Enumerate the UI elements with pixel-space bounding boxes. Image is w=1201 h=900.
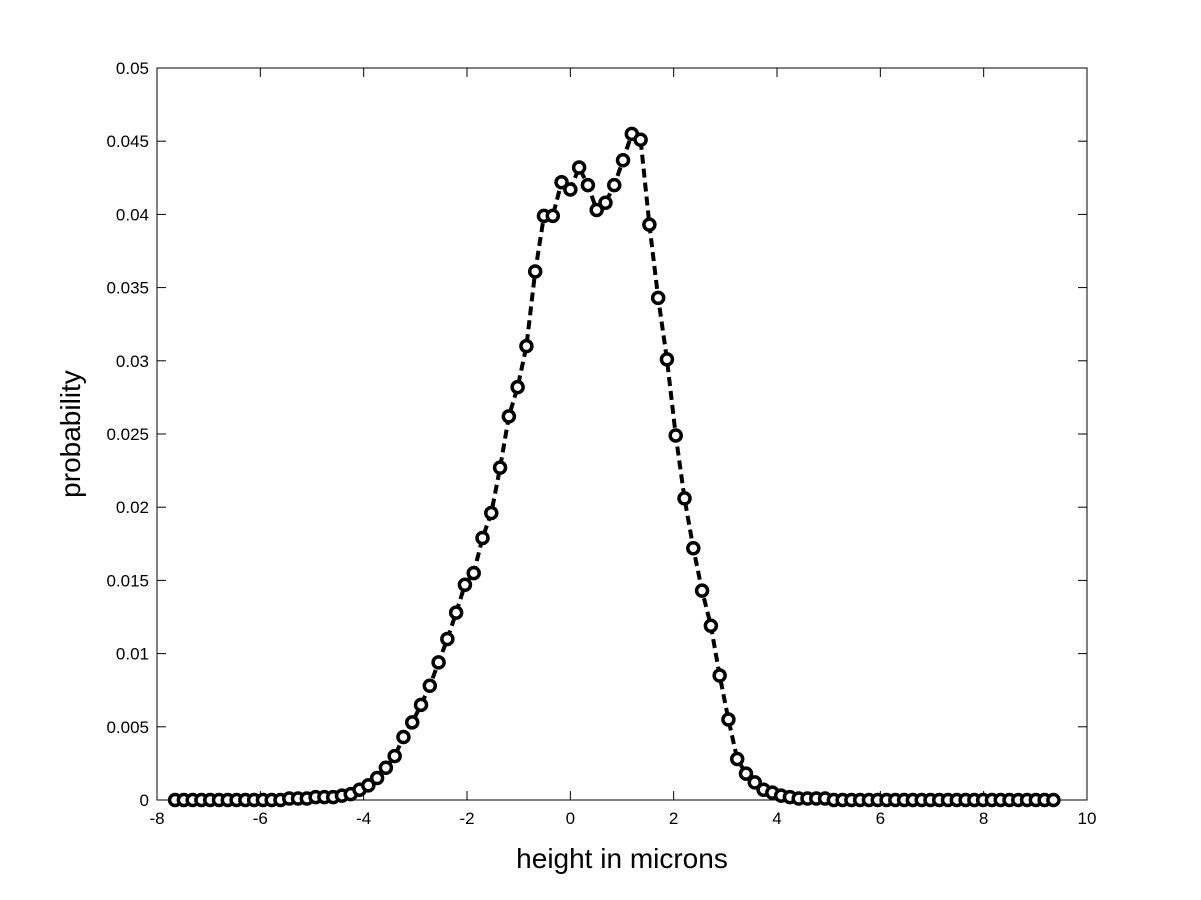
data-point <box>747 775 763 790</box>
x-tick-label: 8 <box>979 809 988 828</box>
data-point <box>677 491 692 506</box>
y-tick-label: 0 <box>140 791 149 810</box>
y-tick-label: 0.005 <box>106 718 149 737</box>
data-point <box>554 174 569 190</box>
data-point <box>659 352 675 367</box>
y-tick-label: 0.01 <box>116 645 149 664</box>
data-point <box>484 505 499 521</box>
data-point <box>686 540 701 556</box>
y-tick-label: 0.035 <box>106 279 149 298</box>
y-tick-label: 0.02 <box>116 498 149 517</box>
data-point <box>501 409 517 424</box>
data-point <box>519 338 534 354</box>
tick-labels: -8 -6 -4 -2 0 2 4 6 8 10 0 0.005 0.01 0.015 0.02 0.025 0… <box>106 59 1096 828</box>
data-point <box>396 729 411 745</box>
data-point <box>694 583 710 598</box>
plot-area <box>156 67 1088 801</box>
data-point <box>738 766 754 781</box>
data-point <box>475 530 490 546</box>
data-point <box>361 778 376 793</box>
data-point <box>1046 792 1061 808</box>
y-tick-label: 0.045 <box>106 132 149 151</box>
data-point <box>668 428 683 443</box>
data-point <box>431 655 446 670</box>
data-point <box>571 160 587 175</box>
x-tick-label: 4 <box>772 809 781 828</box>
data-point <box>457 577 473 593</box>
data-point <box>589 202 604 218</box>
x-tick-label: 0 <box>566 809 575 828</box>
data-point <box>580 177 596 193</box>
y-tick-label: 0.025 <box>106 425 149 444</box>
data-point <box>527 264 543 279</box>
data-point <box>387 748 402 764</box>
data-point <box>369 770 385 786</box>
x-axis-label: height in microns <box>516 843 728 874</box>
x-tick-label: -6 <box>253 809 268 828</box>
data-point <box>729 751 745 767</box>
data-point <box>615 152 631 168</box>
data-point <box>492 460 508 475</box>
data-point <box>510 379 525 395</box>
data-point <box>378 760 394 776</box>
x-tick-label: 10 <box>1078 809 1097 828</box>
data-point <box>545 208 561 224</box>
y-axis-label: probability <box>55 370 86 498</box>
y-tick-label: 0.03 <box>116 352 149 371</box>
x-tick-label: 2 <box>669 809 678 828</box>
data-point <box>563 182 578 197</box>
data-point <box>650 290 666 306</box>
x-tick-label: -4 <box>356 809 371 828</box>
y-tick-label: 0.015 <box>106 571 149 590</box>
data-point <box>466 565 481 581</box>
data-point <box>404 715 420 730</box>
data-point <box>703 618 719 634</box>
data-point <box>721 712 736 727</box>
y-tick-label: 0.05 <box>116 59 149 78</box>
x-tick-label: 6 <box>876 809 885 828</box>
x-tick-label: -8 <box>149 809 164 828</box>
data-point <box>598 195 613 210</box>
data-point <box>448 605 464 620</box>
data-point <box>712 668 727 683</box>
data-point <box>607 177 622 193</box>
series-markers <box>167 126 1061 808</box>
data-point <box>440 631 455 647</box>
data-point <box>642 217 657 232</box>
data-point <box>413 697 429 713</box>
x-tick-label: -2 <box>459 809 474 828</box>
data-point <box>422 678 438 694</box>
data-point <box>633 132 648 147</box>
y-tick-label: 0.04 <box>116 205 149 224</box>
